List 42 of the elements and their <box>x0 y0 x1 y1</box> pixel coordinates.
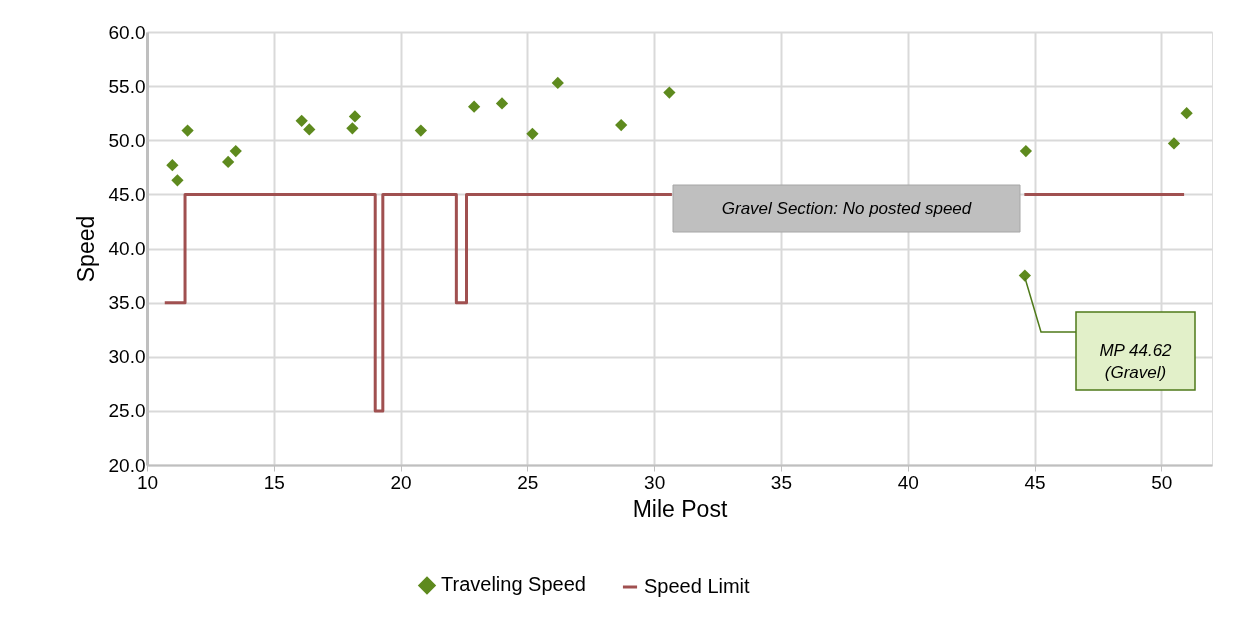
point <box>526 127 539 140</box>
point <box>414 124 427 137</box>
point <box>222 155 235 169</box>
point <box>551 76 564 89</box>
x-tick-label: 50 <box>1151 471 1173 493</box>
point <box>495 97 509 110</box>
x-tick-label: 35 <box>770 471 792 493</box>
annotation: Gravel Section: No posted speed <box>721 198 972 218</box>
x-tick-label: 45 <box>1024 471 1046 493</box>
x-tick-label: 15 <box>263 471 285 493</box>
point <box>467 100 481 113</box>
x-tick-label: 20 <box>390 471 412 493</box>
y-axis-title: Speed <box>72 215 99 283</box>
point <box>303 123 316 136</box>
y-tick-label: 30.0 <box>108 346 146 368</box>
y-tick-label: 60.0 <box>108 21 146 43</box>
point <box>1018 269 1031 282</box>
legend-label: Speed Limit <box>644 575 751 597</box>
x-tick-label: 40 <box>897 471 919 493</box>
annotation: MP 44.62 (Gravel) <box>1099 341 1173 382</box>
y-tick-label: 45.0 <box>108 183 146 205</box>
point <box>346 122 359 135</box>
x-axis-title: Mile Post <box>632 495 728 522</box>
point <box>1167 137 1181 150</box>
point <box>1180 107 1193 120</box>
y-tick-label: 55.0 <box>108 75 146 97</box>
point <box>663 86 676 99</box>
point <box>229 144 242 158</box>
point <box>171 174 184 187</box>
point <box>615 118 628 132</box>
legend-label: Traveling Speed <box>441 573 586 596</box>
point <box>1019 144 1032 158</box>
y-tick-label: 35.0 <box>108 292 146 314</box>
point <box>166 159 179 172</box>
y-tick-label: 25.0 <box>108 400 146 422</box>
x-tick-label: 30 <box>644 471 666 493</box>
point <box>295 114 308 127</box>
y-tick-label: 40.0 <box>108 238 146 259</box>
x-tick-label: 25 <box>517 471 539 493</box>
point <box>348 110 362 123</box>
point <box>181 124 194 137</box>
y-tick-label: 50.0 <box>108 129 146 151</box>
